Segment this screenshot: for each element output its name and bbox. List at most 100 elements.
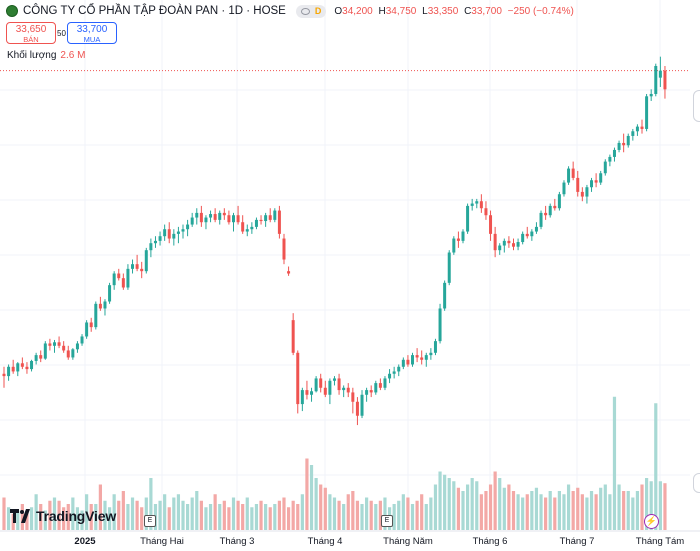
volume-bar [227, 507, 231, 530]
buy-price: 33,700 [76, 24, 108, 35]
candle-body [39, 355, 43, 359]
candle-body [415, 355, 419, 358]
candle-body [48, 343, 52, 346]
volume-bar [305, 458, 309, 530]
candle-body [544, 212, 548, 216]
volume-bar [43, 510, 47, 530]
symbol-title[interactable]: CÔNG TY CỔ PHẦN TẬP ĐOÀN PAN · 1D · HOSE [23, 5, 286, 17]
volume-bar [420, 494, 424, 530]
candle-body [131, 264, 135, 269]
candle-body [314, 378, 318, 392]
volume-bar [337, 500, 341, 530]
volume-bar [172, 497, 176, 530]
volume-bar [195, 491, 199, 530]
candle-body [571, 168, 575, 178]
candle-body [429, 352, 433, 356]
x-axis-tick-label: Tháng 4 [308, 536, 343, 547]
price-change: −250 (−0.74%) [507, 5, 574, 17]
earnings-event-marker[interactable]: E [381, 515, 393, 527]
volume-legend[interactable]: Khối lượng 2.6 M [7, 50, 85, 61]
candle-body [108, 285, 112, 302]
candle-body [383, 378, 387, 388]
candle-body [204, 217, 208, 223]
volume-bar [314, 478, 318, 530]
candle-body [94, 303, 98, 328]
volume-bar [282, 497, 286, 530]
volume-bar [438, 471, 442, 530]
ohlc-open-label: O [334, 5, 343, 17]
volume-bar [39, 504, 43, 530]
candle-body [323, 387, 327, 395]
volume-bar [186, 504, 190, 530]
candle-body [447, 252, 451, 283]
tradingview-logo[interactable]: TradingView [10, 508, 116, 524]
volume-bar [328, 494, 332, 530]
volume-bar [323, 487, 327, 530]
volume-bar [475, 481, 479, 530]
volume-bar [658, 481, 662, 530]
volume-bar [553, 497, 557, 530]
candle-body [213, 214, 217, 220]
volume-bar [461, 491, 465, 530]
candle-body [612, 149, 616, 157]
volume-bar [204, 507, 208, 530]
volume-bar [534, 487, 539, 530]
volume-bar [144, 497, 148, 530]
candle-body [199, 212, 203, 223]
volume-bar [424, 504, 428, 530]
ohlc-low-value: 33,350 [427, 5, 459, 17]
volume-bar [571, 491, 575, 530]
volume-label: Khối lượng [7, 50, 57, 61]
candle-body [98, 303, 102, 309]
x-axis-tick-label: 2025 [74, 536, 96, 547]
candle-body [346, 387, 350, 393]
volume-bar [130, 497, 135, 530]
candle-body [291, 320, 295, 353]
volume-bar [190, 497, 194, 530]
candle-body [245, 229, 249, 232]
volume-bar [176, 494, 181, 530]
volume-bar [208, 504, 213, 530]
lightning-icon[interactable]: ⚡ [644, 514, 659, 529]
candle-body [126, 268, 130, 288]
x-axis-tick-label: Tháng 7 [560, 536, 595, 547]
candle-body [186, 224, 190, 230]
candle-body [43, 343, 47, 359]
volume-bar [117, 500, 121, 530]
volume-bar [319, 484, 323, 530]
candle-body [355, 401, 359, 416]
candle-body [103, 301, 107, 309]
candle-body [7, 366, 11, 377]
candle-body [411, 355, 415, 365]
buy-button[interactable]: 33,700 MUA [67, 22, 117, 44]
volume-bar [456, 487, 461, 530]
volume-bar [470, 478, 474, 530]
candle-body [190, 217, 194, 225]
candle-body [424, 355, 428, 360]
candle-body [654, 65, 658, 94]
spread-value: 50 [57, 29, 66, 38]
candle-body [645, 96, 649, 129]
volume-bar [544, 497, 548, 530]
volume-bar [112, 494, 116, 530]
volume-bar [479, 494, 483, 530]
volume-bar [268, 507, 272, 530]
volume-bar [378, 500, 382, 530]
ohlc-close-value: 33,700 [471, 5, 502, 17]
sell-button[interactable]: 33,650 BÁN [6, 22, 56, 44]
earnings-event-marker[interactable]: E [144, 515, 156, 527]
volume-bar [309, 465, 314, 530]
volume-bar [213, 494, 217, 530]
volume-bar [107, 507, 112, 530]
candle-body [420, 357, 424, 360]
candle-body [365, 390, 369, 395]
volume-bar [71, 497, 75, 530]
volume-bar [163, 494, 167, 530]
side-panel-button[interactable] [693, 473, 700, 493]
ohlc-high-label: H [378, 5, 386, 17]
sell-price: 33,650 [15, 24, 47, 35]
scroll-right-button[interactable] [693, 90, 700, 122]
data-status-pill[interactable]: D [295, 4, 327, 18]
candle-body [580, 191, 584, 197]
